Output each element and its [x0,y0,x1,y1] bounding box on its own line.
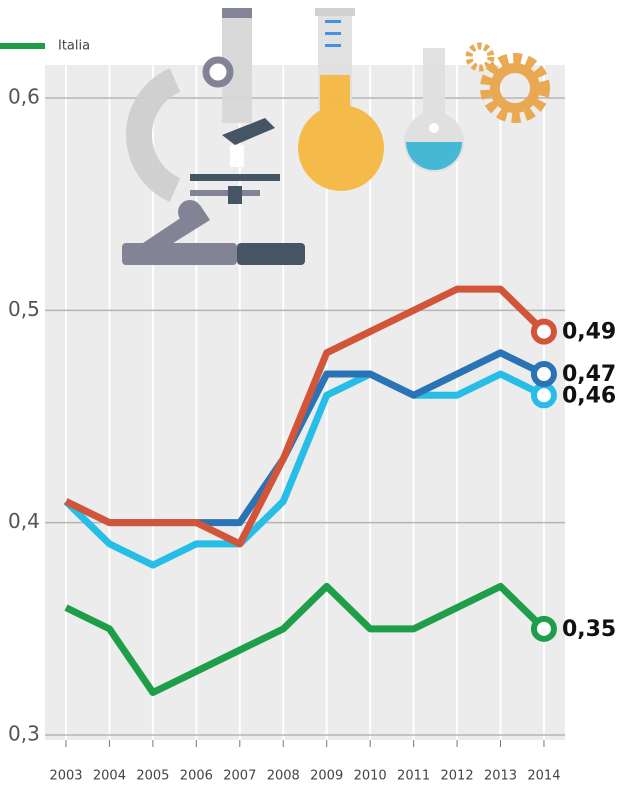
x-tick-label: 2011 [397,769,430,784]
x-tick-label: 2012 [441,769,474,784]
end-marker [534,385,554,405]
y-tick-label: 0,5 [8,297,40,321]
x-tick-label: 2013 [484,769,517,784]
end-marker [534,619,554,639]
x-tick-label: 2010 [354,769,387,784]
x-tick-label: 2004 [93,769,126,784]
y-tick-label: 0,3 [8,722,40,746]
end-marker [534,322,554,342]
x-tick-label: 2008 [267,769,300,784]
y-tick-label: 0,4 [8,509,40,533]
x-tick-label: 2003 [49,769,82,784]
value-label: 0,49 [562,320,616,345]
x-tick-label: 2014 [527,769,560,784]
end-marker [534,364,554,384]
value-label: 0,35 [562,617,616,642]
legend-label: Italia [58,39,90,54]
value-label: 0,47 [562,362,616,387]
x-tick-label: 2007 [223,769,256,784]
chart: Italia 0,350,460,470,49 2003200420052006… [0,0,630,792]
x-tick-label: 2006 [180,769,213,784]
y-tick-label: 0,6 [8,85,40,109]
x-tick-label: 2005 [136,769,169,784]
x-tick-label: 2009 [310,769,343,784]
